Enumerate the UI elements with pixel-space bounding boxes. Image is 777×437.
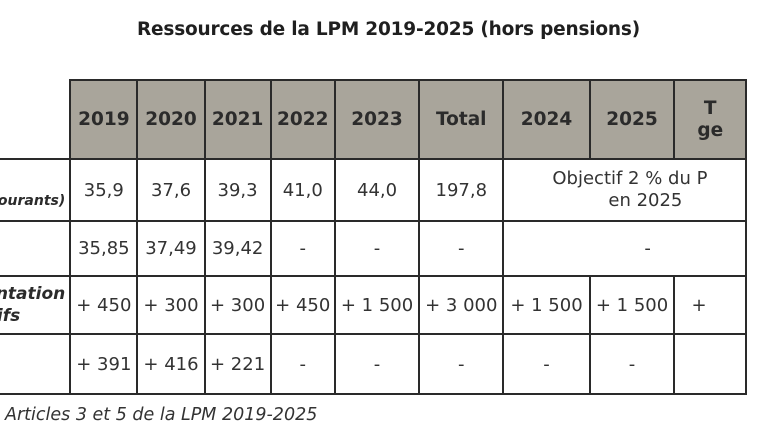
cell: 197,8 bbox=[418, 158, 505, 222]
cell: + 416 bbox=[136, 333, 206, 395]
cell: + 450 bbox=[69, 275, 139, 335]
header-2021: 2021 bbox=[203, 79, 272, 160]
cell: + 221 bbox=[203, 333, 272, 395]
row-label: rourants) bbox=[0, 158, 72, 222]
cell: - bbox=[588, 333, 676, 395]
cell: 39,3 bbox=[203, 158, 272, 222]
cell: 39,42 bbox=[203, 220, 272, 277]
header-blank bbox=[0, 80, 72, 160]
table-title: Ressources de la LPM 2019-2025 (hors pen… bbox=[137, 19, 640, 40]
cell: + 300 bbox=[203, 275, 272, 335]
cell: - bbox=[502, 333, 591, 395]
source-footnote: Articles 3 et 5 de la LPM 2019-2025 bbox=[5, 405, 318, 425]
cell: + 450 bbox=[269, 275, 336, 335]
row-label bbox=[0, 333, 72, 395]
cell: - bbox=[269, 333, 336, 395]
cell: 35,85 bbox=[69, 220, 139, 277]
cell: + 300 bbox=[136, 275, 206, 335]
cell: - bbox=[418, 220, 505, 277]
header-total-general: T ge bbox=[673, 79, 747, 160]
header-2024: 2024 bbox=[502, 79, 591, 160]
row-label-line1: ntation bbox=[0, 284, 66, 304]
header-total-general-line2: ge bbox=[697, 119, 724, 141]
cell: - bbox=[333, 220, 421, 277]
table-row: 35,85 37,49 39,42 - - - - bbox=[0, 220, 747, 277]
cell: - bbox=[418, 333, 505, 395]
header-2020: 2020 bbox=[136, 79, 206, 160]
cell: 37,49 bbox=[136, 220, 206, 277]
header-2023: 2023 bbox=[333, 79, 421, 160]
header-row: 2019 2020 2021 2022 2023 Total 2024 2025… bbox=[0, 79, 747, 160]
cell: 41,0 bbox=[269, 158, 336, 222]
cell bbox=[673, 333, 747, 395]
table-row: rourants) 35,9 37,6 39,3 41,0 44,0 197,8… bbox=[0, 158, 747, 222]
resources-table: 2019 2020 2021 2022 2023 Total 2024 2025… bbox=[0, 79, 747, 395]
merged-line2: en 2025 bbox=[608, 190, 683, 211]
cell: + 1 500 bbox=[502, 275, 591, 335]
merged-objective-cell: Objectif 2 % du P en 2025 bbox=[502, 158, 747, 222]
row-label-line2: tifs bbox=[0, 306, 21, 326]
table-row: + 391 + 416 + 221 - - - - - bbox=[0, 333, 747, 395]
cell: + 391 bbox=[69, 333, 139, 395]
cell: 44,0 bbox=[333, 158, 421, 222]
header-total-general-line1: T bbox=[703, 97, 717, 119]
cell: 37,6 bbox=[136, 158, 206, 222]
header-2025: 2025 bbox=[588, 79, 676, 160]
header-2019: 2019 bbox=[69, 79, 139, 160]
merged-dash-cell: - bbox=[502, 220, 747, 277]
cell: + 1 500 bbox=[588, 275, 676, 335]
header-2022: 2022 bbox=[269, 79, 336, 160]
cell: + 1 500 bbox=[333, 275, 421, 335]
merged-line1: Objectif 2 % du P bbox=[552, 168, 708, 189]
cell: + 3 000 bbox=[418, 275, 505, 335]
header-total: Total bbox=[418, 79, 505, 160]
cell: - bbox=[269, 220, 336, 277]
cell: 35,9 bbox=[69, 158, 139, 222]
cell: + bbox=[673, 275, 747, 335]
table-row: ntation tifs + 450 + 300 + 300 + 450 + 1… bbox=[0, 275, 747, 335]
row-label: ntation tifs bbox=[0, 275, 72, 335]
cell: - bbox=[333, 333, 421, 395]
row-label bbox=[0, 220, 72, 277]
